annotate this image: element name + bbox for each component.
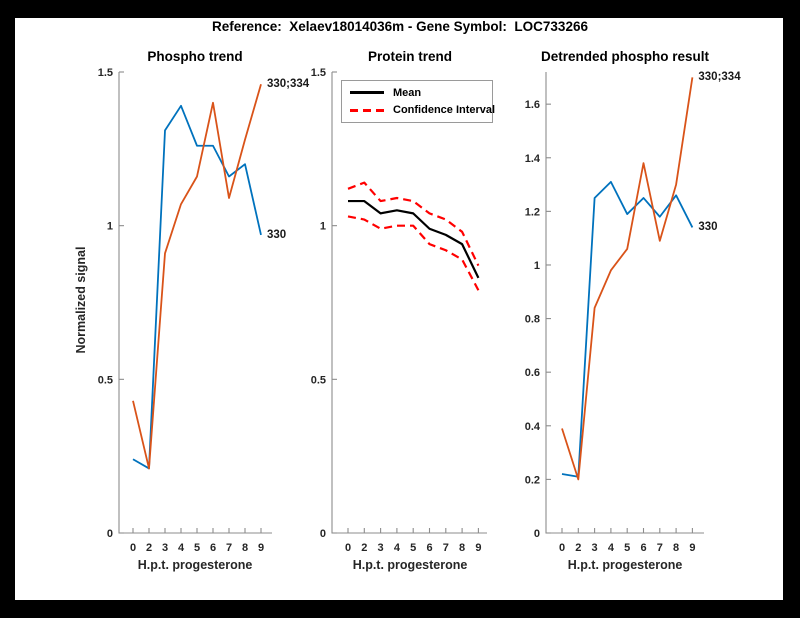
y-tick-label: 0.5 bbox=[311, 374, 326, 386]
y-tick-label: 1 bbox=[107, 221, 113, 233]
y-tick-label: 1 bbox=[534, 260, 540, 272]
x-tick-label: 5 bbox=[410, 542, 416, 554]
y-axis-label: Normalized signal bbox=[74, 246, 88, 354]
series-line-330 bbox=[561, 180, 694, 478]
x-tick-label: 3 bbox=[592, 542, 598, 554]
series-end-label-330-334: 330;334 bbox=[698, 71, 741, 84]
x-tick-label: 2 bbox=[361, 542, 367, 554]
y-tick-label: 0 bbox=[107, 528, 113, 540]
x-tick-label: 5 bbox=[194, 542, 200, 554]
x-tick-label: 9 bbox=[689, 542, 695, 554]
y-tick-label: 1.6 bbox=[525, 99, 540, 111]
x-tick-label: 8 bbox=[673, 542, 679, 554]
x-tick-label: 0 bbox=[345, 542, 351, 554]
plot-title-protein-trend: Protein trend bbox=[367, 49, 452, 64]
legend-item-mean: Mean bbox=[350, 87, 492, 99]
axis-spines bbox=[545, 72, 704, 534]
legend-label-mean: Mean bbox=[393, 86, 422, 99]
x-tick-label: 2 bbox=[575, 542, 581, 554]
y-tick-label: 0.6 bbox=[525, 367, 540, 379]
x-tick-label: 0 bbox=[130, 542, 136, 554]
figure-title: Reference: Xelaev18014036m - Gene Symbol… bbox=[212, 19, 588, 34]
x-tick-label: 7 bbox=[657, 542, 663, 554]
x-axis-label-2: H.p.t. progesterone bbox=[352, 558, 468, 572]
x-tick-label: 4 bbox=[394, 542, 401, 554]
y-tick-label: 1.4 bbox=[525, 153, 541, 165]
x-tick-label: 2 bbox=[146, 542, 152, 554]
y-tick-label: 0.5 bbox=[98, 374, 113, 386]
x-axis-label-3: H.p.t. progesterone bbox=[567, 558, 683, 572]
x-tick-label: 9 bbox=[258, 542, 264, 554]
y-tick-label: 1.5 bbox=[311, 67, 326, 79]
x-tick-label: 4 bbox=[608, 542, 615, 554]
x-tick-label: 4 bbox=[178, 542, 185, 554]
y-tick-label: 1.5 bbox=[98, 67, 113, 79]
x-tick-label: 7 bbox=[443, 542, 449, 554]
confidence-interval-line-swatch bbox=[350, 108, 384, 112]
x-tick-label: 3 bbox=[378, 542, 384, 554]
series-line-Mean bbox=[348, 199, 480, 279]
plot-phospho-trend: 00.511.50 2 3 4 5 6 7 8 9 bbox=[98, 67, 272, 554]
series-end-label-330: 330 bbox=[698, 221, 718, 234]
legend: Mean Confidence Interval bbox=[341, 80, 496, 123]
y-tick-label: 0.2 bbox=[525, 474, 540, 486]
y-tick-label: 1.2 bbox=[525, 206, 540, 218]
x-tick-label: 3 bbox=[162, 542, 168, 554]
x-axis-label-1: H.p.t. progesterone bbox=[137, 558, 253, 572]
series-line-CI lower bbox=[347, 215, 480, 291]
legend-item-confidence-interval: Confidence Interval bbox=[350, 104, 496, 117]
y-tick-label: 0.8 bbox=[525, 314, 540, 326]
x-tick-label: 9 bbox=[475, 542, 481, 554]
series-end-label-330: 330 bbox=[267, 228, 287, 241]
x-tick-label: 8 bbox=[242, 542, 248, 554]
series-line-330;334 bbox=[561, 77, 694, 481]
y-tick-label: 1 bbox=[320, 221, 326, 233]
y-tick-label: 0.4 bbox=[525, 421, 541, 433]
legend-label-confidence-interval: Confidence Interval bbox=[393, 104, 496, 117]
mean-line-swatch bbox=[350, 91, 384, 94]
axis-spines bbox=[331, 72, 487, 534]
y-tick-label: 0 bbox=[320, 528, 326, 540]
plot-title-phospho-trend: Phospho trend bbox=[147, 49, 243, 64]
series-line-330;334 bbox=[132, 84, 262, 470]
series-end-label-330-334: 330;334 bbox=[267, 78, 310, 91]
x-tick-label: 7 bbox=[226, 542, 232, 554]
plot-title-detrended-phospho: Detrended phospho result bbox=[540, 49, 709, 64]
series-line-330 bbox=[132, 104, 262, 470]
x-tick-label: 6 bbox=[640, 542, 646, 554]
x-tick-label: 5 bbox=[624, 542, 630, 554]
y-tick-label: 0 bbox=[534, 528, 540, 540]
x-tick-label: 0 bbox=[559, 542, 565, 554]
x-tick-label: 8 bbox=[459, 542, 465, 554]
series-line-CI upper bbox=[347, 181, 480, 267]
plot-protein-trend: 00.511.50 2 3 4 5 6 7 8 9 bbox=[311, 67, 487, 554]
plot-detrended-phospho-result: 00.20.40.60.811.21.41.60 2 3 4 5 6 7 8 9 bbox=[525, 72, 704, 554]
x-tick-label: 6 bbox=[210, 542, 216, 554]
x-tick-label: 6 bbox=[426, 542, 432, 554]
